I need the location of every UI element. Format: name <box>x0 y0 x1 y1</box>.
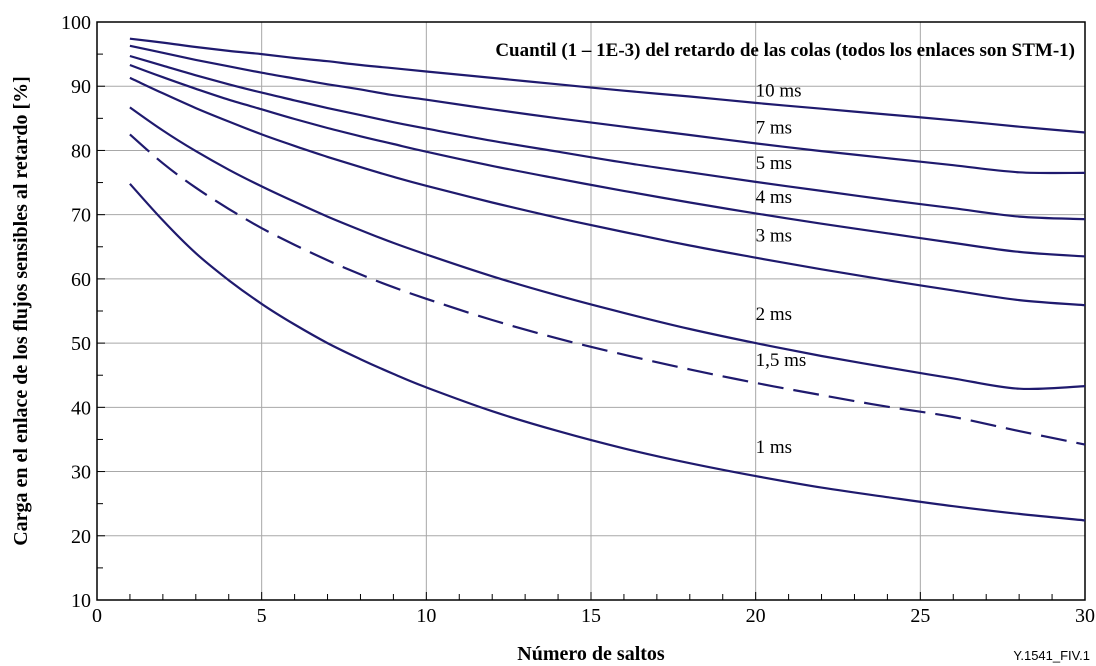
axes <box>96 21 1086 601</box>
y-tick-label: 60 <box>71 269 91 291</box>
x-tick-label: 10 <box>416 605 436 627</box>
tick-labels: 0 5 10 15 20 25 30 10 20 30 40 50 60 70 80 90 100 <box>61 12 1095 627</box>
y-tick-label: 20 <box>71 526 91 548</box>
x-tick-label: 15 <box>581 605 601 627</box>
series-label-7-ms: 7 ms <box>756 118 792 139</box>
figure-id: Y.1541_FIV.1 <box>1013 648 1090 663</box>
series-line-4-ms <box>129 63 1086 258</box>
series-line-7-ms <box>129 44 1086 175</box>
series-line-5-ms <box>129 54 1086 221</box>
series-labels: 10 ms 7 ms 5 ms 4 ms 3 ms 2 ms 1,5 ms 1 ms <box>756 80 807 457</box>
series-label-5-ms: 5 ms <box>756 153 792 174</box>
series-label-10-ms: 10 ms <box>756 80 802 101</box>
series-label-4-ms: 4 ms <box>756 187 792 208</box>
series-line-10-ms <box>129 37 1086 134</box>
y-tick-label: 70 <box>71 205 91 227</box>
series-lines <box>129 37 1086 522</box>
series-label-1-5-ms: 1,5 ms <box>756 350 807 371</box>
y-tick-label: 90 <box>71 76 91 98</box>
series-line-2-ms <box>129 106 1086 391</box>
y-axis-title: Carga en el enlace de los flujos sensibl… <box>10 76 32 546</box>
chart-title: Cuantil (1 – 1E-3) del retardo de las co… <box>495 40 1075 61</box>
series-label-1-ms: 1 ms <box>756 437 792 458</box>
y-tick-label: 100 <box>61 12 91 34</box>
grid-lines <box>97 22 1085 600</box>
x-tick-label: 5 <box>257 605 267 627</box>
x-axis-title: Número de saltos <box>517 643 665 665</box>
series-line-1-ms <box>129 183 1086 522</box>
x-tick-label: 25 <box>910 605 930 627</box>
series-line-1-5-ms <box>129 133 1086 446</box>
y-tick-label: 40 <box>71 397 91 419</box>
x-tick-label: 0 <box>92 605 102 627</box>
y-tick-label: 30 <box>71 462 91 484</box>
y-tick-label: 50 <box>71 333 91 355</box>
y-tick-label: 80 <box>71 140 91 162</box>
series-label-3-ms: 3 ms <box>756 226 792 247</box>
y-tick-label: 10 <box>71 590 91 612</box>
x-tick-label: 20 <box>746 605 766 627</box>
series-line-3-ms <box>129 76 1086 307</box>
x-tick-label: 30 <box>1075 605 1095 627</box>
series-label-2-ms: 2 ms <box>756 304 792 325</box>
